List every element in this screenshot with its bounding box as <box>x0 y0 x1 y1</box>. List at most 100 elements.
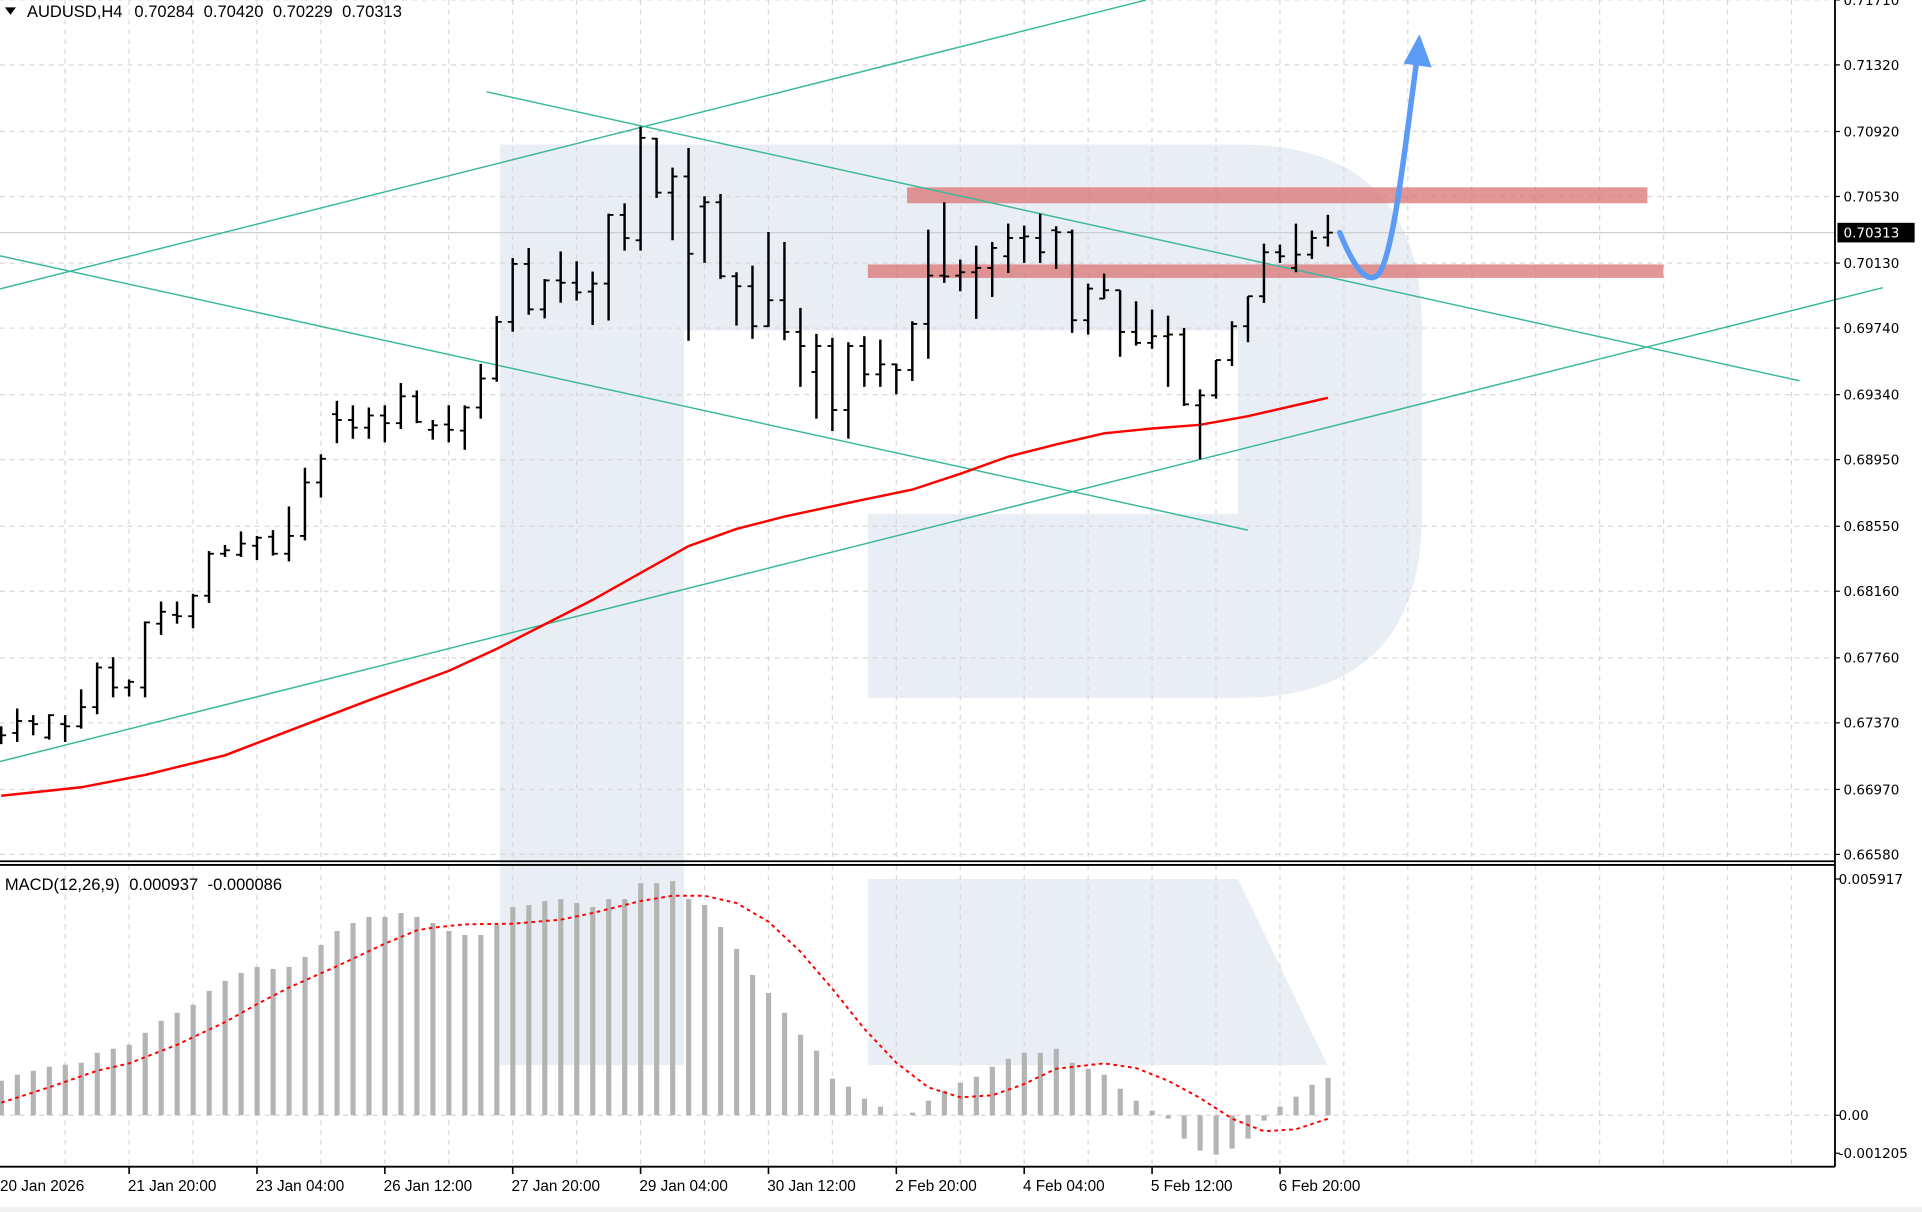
trendline <box>0 0 1147 290</box>
low-value: 0.70229 <box>273 2 333 21</box>
macd-tick-label: 0.005917 <box>1839 872 1903 888</box>
macd-histogram-bar <box>750 974 756 1116</box>
ohlc-bar <box>715 193 726 279</box>
macd-histogram-bar <box>1005 1058 1011 1116</box>
macd-signal-line <box>0 894 1329 1133</box>
ohlc-bar <box>395 383 406 429</box>
close-value: 0.70313 <box>342 2 402 21</box>
ohlc-bar <box>331 400 342 444</box>
macd-histogram-bar <box>973 1076 979 1116</box>
macd-histogram-bar <box>797 1034 804 1116</box>
ohlc-bar <box>1019 225 1030 263</box>
ohlc-bar <box>507 258 518 332</box>
ohlc-bar <box>731 272 742 326</box>
macd-histogram-bar <box>670 881 676 1116</box>
macd-histogram-bar <box>446 930 452 1116</box>
macd-histogram-bar <box>1117 1088 1123 1116</box>
ohlc-bar <box>699 196 710 263</box>
macd-histogram-bar <box>158 1020 164 1116</box>
macd-histogram-bar <box>30 1070 36 1116</box>
price-tick-label: 0.70530 <box>1844 189 1900 205</box>
ohlc-bar <box>1099 273 1110 300</box>
time-tick-label: 20 Jan 2026 <box>0 1178 84 1195</box>
price-tick-label: 0.71710 <box>1844 0 1900 9</box>
ohlc-bar <box>1322 214 1333 247</box>
macd-histogram-bar <box>877 1106 884 1116</box>
price-tick-label: 0.68160 <box>1844 584 1900 600</box>
ohlc-bar <box>875 339 886 387</box>
ohlc-bar <box>1259 243 1269 303</box>
ohlc-bar <box>0 726 7 745</box>
ohlc-bar <box>667 167 678 241</box>
time-tick-label: 27 Jan 20:00 <box>511 1178 600 1195</box>
macd-histogram-bar <box>1149 1110 1155 1116</box>
ohlc-bar <box>1131 301 1141 346</box>
macd-histogram-bar <box>254 966 260 1116</box>
open-value: 0.70284 <box>134 2 194 21</box>
macd-histogram-bar <box>1101 1074 1107 1116</box>
macd-histogram-bar <box>1085 1068 1091 1116</box>
ohlc-bar <box>316 454 326 498</box>
time-tick-label: 2 Feb 20:00 <box>895 1178 977 1195</box>
ohlc-bar <box>379 405 390 443</box>
ohlc-bar <box>555 251 566 303</box>
macd-name: MACD(12,26,9) <box>5 875 120 894</box>
ohlc-bar <box>1115 289 1126 357</box>
macd-histogram-bar <box>638 883 644 1116</box>
macd-signal-value: -0.000086 <box>208 875 282 894</box>
price-tick-label: 0.66970 <box>1844 782 1900 798</box>
current-price-badge <box>1837 222 1915 243</box>
macd-histogram-bar <box>590 907 596 1116</box>
ohlc-bar <box>795 307 806 387</box>
ohlc-bar <box>571 261 582 301</box>
macd-histogram-bar <box>542 901 548 1116</box>
macd-histogram-bar <box>1229 1115 1235 1149</box>
status-strip <box>0 1207 1922 1212</box>
macd-histogram-bar <box>462 934 468 1116</box>
triangle-down-icon[interactable] <box>4 7 16 15</box>
ohlc-bar <box>236 531 246 557</box>
drawings <box>0 0 1883 763</box>
arrow-head-icon <box>1403 34 1432 68</box>
macd-histogram-bar <box>222 980 228 1116</box>
current-price-label: 0.70313 <box>1844 226 1900 242</box>
macd-histogram-bar <box>861 1098 868 1116</box>
ohlc-bar <box>156 601 166 635</box>
macd-histogram-bar <box>941 1090 947 1116</box>
macd-histogram-bar <box>702 905 708 1116</box>
ohlc-bar <box>1307 230 1317 259</box>
macd-histogram-bar <box>1213 1115 1219 1155</box>
macd-tick-label: -0.001205 <box>1839 1146 1908 1162</box>
time-tick-label: 4 Feb 04:00 <box>1023 1178 1105 1195</box>
macd-histogram-bar <box>1165 1115 1171 1119</box>
macd-histogram-bar <box>238 972 244 1116</box>
macd-histogram-bar <box>494 925 500 1116</box>
ohlc-bar <box>347 405 358 439</box>
forecast-drawings <box>1337 34 1432 281</box>
moving-average <box>1 396 1329 797</box>
ohlc-bar <box>923 229 934 359</box>
ohlc-bar <box>44 714 55 740</box>
ohlc-bar <box>763 231 774 328</box>
macd-histogram-bar <box>270 968 276 1116</box>
macd-histogram-bar <box>781 1012 788 1116</box>
macd-histogram-bar <box>1325 1077 1331 1116</box>
ohlc-bar <box>252 535 262 561</box>
watermark-logo <box>500 144 1422 1066</box>
macd-histogram-bar <box>46 1066 52 1116</box>
price-bars <box>0 126 1333 745</box>
ohlc-bar <box>1051 226 1062 269</box>
price-tick-label: 0.69340 <box>1844 388 1900 404</box>
ohlc-bar <box>811 333 822 419</box>
ohlc-bar <box>539 279 550 319</box>
ohlc-bar <box>108 657 119 698</box>
ohlc-bar <box>188 593 198 629</box>
ohlc-bar <box>300 467 310 541</box>
time-tick-label: 6 Feb 20:00 <box>1279 1178 1361 1195</box>
ohlc-bar <box>1291 223 1301 273</box>
ohlc-bar <box>971 245 982 319</box>
macd-histogram-bar <box>366 917 372 1116</box>
trendline <box>0 286 1883 763</box>
